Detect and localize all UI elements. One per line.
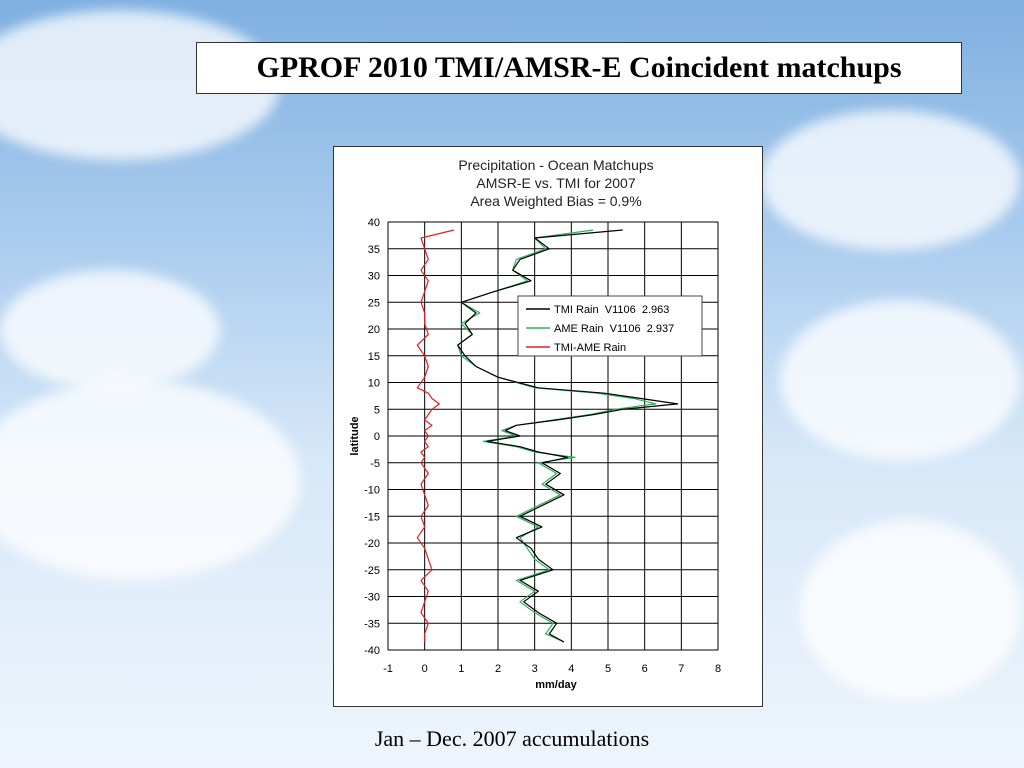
y-tick-label: 5	[374, 404, 380, 416]
series-line-2	[416, 229, 455, 642]
tick-labels: 4035302520151050-5-10-15-20-25-30-35-40-…	[364, 217, 721, 675]
y-tick-label: -20	[364, 538, 380, 550]
y-tick-label: 40	[368, 217, 380, 229]
x-tick-label: 6	[642, 663, 648, 675]
y-tick-label: 35	[368, 244, 380, 256]
y-tick-label: -30	[364, 592, 380, 604]
slide-caption: Jan – Dec. 2007 accumulations	[374, 726, 650, 751]
legend-label: TMI-AME Rain	[554, 342, 626, 354]
background-cloud	[800, 520, 1020, 700]
x-tick-label: 0	[422, 663, 428, 675]
x-tick-label: 1	[458, 663, 464, 675]
legend-box	[517, 295, 703, 357]
x-tick-label: 3	[532, 663, 538, 675]
x-tick-label: 2	[495, 663, 501, 675]
x-axis-label: mm/day	[535, 679, 577, 691]
chart-title-group: Precipitation - Ocean Matchups AMSR-E vs.…	[458, 157, 653, 209]
slide-title-box: GPROF 2010 TMI/AMSR-E Coincident matchup…	[196, 42, 962, 94]
y-tick-label: 30	[368, 271, 380, 283]
legend: TMI Rain V1106 2.963 AME Rain V1106 2.937…	[517, 295, 703, 357]
y-axis-label: latitude	[349, 416, 361, 455]
y-tick-label: -15	[364, 511, 380, 523]
x-tick-label: 4	[568, 663, 574, 675]
y-tick-label: 25	[368, 297, 380, 309]
y-tick-label: 15	[368, 351, 380, 363]
chart-panel: Precipitation - Ocean Matchups AMSR-E vs.…	[333, 146, 763, 707]
series-line-0	[457, 229, 679, 643]
y-tick-label: 20	[368, 324, 380, 336]
y-tick-label: 0	[374, 431, 380, 443]
x-tick-label: 7	[678, 663, 684, 675]
y-tick-label: -5	[370, 458, 380, 470]
y-tick-label: -25	[364, 565, 380, 577]
background-cloud	[760, 110, 1020, 250]
chart-title-line: Area Weighted Bias = 0.9%	[470, 193, 641, 209]
y-tick-label: -40	[364, 645, 380, 657]
background-cloud	[780, 300, 1020, 460]
series-line-1	[457, 229, 657, 643]
y-tick-label: -10	[364, 485, 380, 497]
x-tick-label: 5	[605, 663, 611, 675]
latitude-precip-chart: Precipitation - Ocean Matchups AMSR-E vs.…	[349, 157, 721, 691]
y-tick-label: 10	[368, 378, 380, 390]
grid-lines	[387, 221, 719, 651]
background-cloud	[0, 380, 300, 580]
y-tick-label: -35	[364, 618, 380, 630]
background-cloud	[0, 270, 220, 390]
chart-title-line: AMSR-E vs. TMI for 2007	[476, 175, 635, 191]
chart-title-line: Precipitation - Ocean Matchups	[458, 157, 653, 173]
slide-title: GPROF 2010 TMI/AMSR-E Coincident matchup…	[256, 51, 902, 84]
series-lines	[416, 229, 679, 643]
x-tick-label: -1	[383, 663, 393, 675]
legend-label: AME Rain V1106 2.937	[554, 323, 674, 335]
legend-label: TMI Rain V1106 2.963	[554, 304, 669, 316]
x-tick-label: 8	[715, 663, 721, 675]
